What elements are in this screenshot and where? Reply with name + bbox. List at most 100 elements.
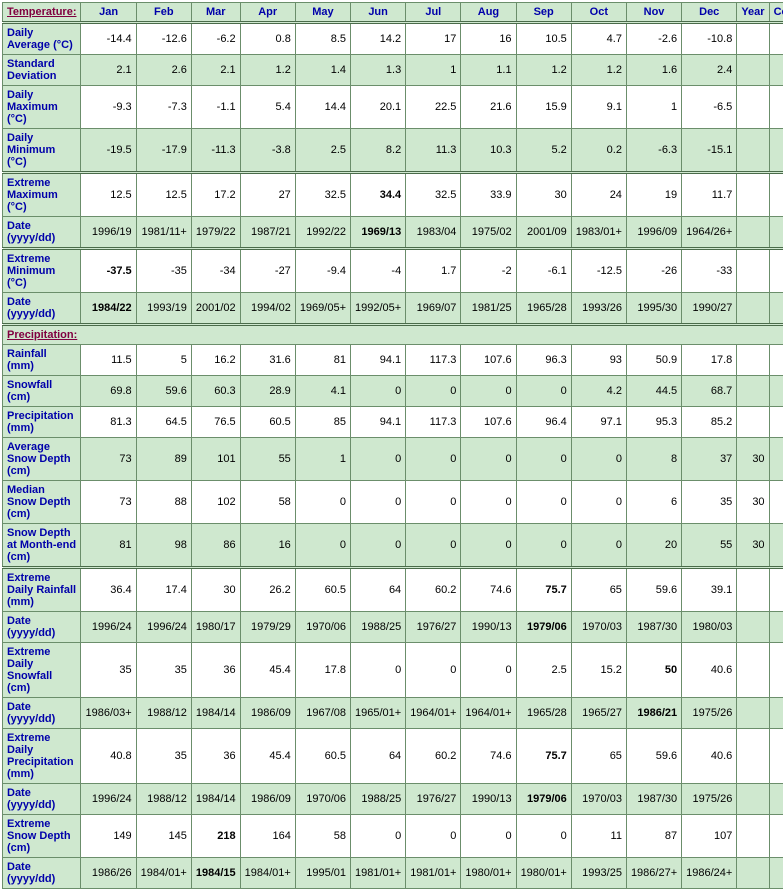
cell [737, 345, 769, 376]
cell: 28.9 [240, 376, 295, 407]
cell: -10.8 [682, 23, 737, 55]
cell: 1964/01+ [406, 698, 461, 729]
cell: -9.4 [295, 249, 350, 293]
cell: 1992/22 [295, 217, 350, 249]
cell: 1984/01+ [240, 858, 295, 889]
cell: 1964/26+ [682, 217, 737, 249]
cell [769, 858, 783, 889]
cell: 36 [191, 643, 240, 698]
cell: 32.5 [295, 173, 350, 217]
col-feb: Feb [136, 3, 191, 23]
cell: 32.5 [406, 173, 461, 217]
cell: 1981/01+ [406, 858, 461, 889]
cell: A [769, 345, 783, 376]
cell: 1980/03 [682, 612, 737, 643]
cell: 44.5 [626, 376, 681, 407]
cell [737, 23, 769, 55]
cell: 1986/09 [240, 784, 295, 815]
cell: 0 [295, 524, 350, 568]
cell: 64.5 [136, 407, 191, 438]
cell: 34.4 [351, 173, 406, 217]
cell: 1992/05+ [351, 293, 406, 325]
cell [769, 293, 783, 325]
cell: -2 [461, 249, 516, 293]
cell: 45.4 [240, 643, 295, 698]
cell: 2.6 [136, 55, 191, 86]
cell: 11.5 [81, 345, 136, 376]
table-row: Date (yyyy/dd)1996/241996/241980/171979/… [3, 612, 783, 643]
cell: 2.1 [191, 55, 240, 86]
cell: 30 [516, 173, 571, 217]
cell: 1986/09 [240, 698, 295, 729]
table-row: Precipitation (mm)81.364.576.560.58594.1… [3, 407, 783, 438]
cell: 35 [682, 481, 737, 524]
cell: 81.3 [81, 407, 136, 438]
cell: 59.6 [136, 376, 191, 407]
cell: 20.1 [351, 86, 406, 129]
col-code: Code [769, 3, 783, 23]
cell: 15.2 [571, 643, 626, 698]
cell: 1 [406, 55, 461, 86]
cell: 60.2 [406, 568, 461, 612]
cell: 31.6 [240, 345, 295, 376]
section-precipitation: Precipitation: [3, 325, 783, 345]
cell: 1981/01+ [351, 858, 406, 889]
cell: 1979/29 [240, 612, 295, 643]
cell: 1990/13 [461, 612, 516, 643]
cell: 58 [295, 815, 350, 858]
cell: 5.2 [516, 129, 571, 173]
cell: 1965/28 [516, 293, 571, 325]
cell: -1.1 [191, 86, 240, 129]
cell: 30 [737, 438, 769, 481]
cell: 26.2 [240, 568, 295, 612]
cell: 0 [516, 481, 571, 524]
cell: 0 [351, 815, 406, 858]
cell: 1994/02 [240, 293, 295, 325]
cell: 74.6 [461, 729, 516, 784]
cell: 1986/27+ [626, 858, 681, 889]
cell: 1980/01+ [461, 858, 516, 889]
cell: 76.5 [191, 407, 240, 438]
table-row: Precipitation: [3, 325, 783, 345]
cell: 5.4 [240, 86, 295, 129]
cell: 1988/12 [136, 698, 191, 729]
row-label: Date (yyyy/dd) [3, 698, 81, 729]
cell: 1.3 [351, 55, 406, 86]
cell: 35 [136, 729, 191, 784]
cell: 1975/26 [682, 784, 737, 815]
cell [737, 249, 769, 293]
cell: 1970/06 [295, 784, 350, 815]
cell: 12.5 [81, 173, 136, 217]
cell: 0 [406, 643, 461, 698]
cell: 1975/02 [461, 217, 516, 249]
cell: 0 [516, 376, 571, 407]
cell: 1970/03 [571, 612, 626, 643]
cell: 1965/28 [516, 698, 571, 729]
cell [737, 612, 769, 643]
col-sep: Sep [516, 3, 571, 23]
cell: 0 [571, 438, 626, 481]
table-row: Extreme Daily Snowfall (cm)35353645.417.… [3, 643, 783, 698]
cell: 17.4 [136, 568, 191, 612]
cell: 1.2 [571, 55, 626, 86]
cell: 164 [240, 815, 295, 858]
cell: 1993/19 [136, 293, 191, 325]
cell: 15.9 [516, 86, 571, 129]
cell: -37.5 [81, 249, 136, 293]
cell: 8.2 [351, 129, 406, 173]
cell: 0.8 [240, 23, 295, 55]
cell: 1969/13 [351, 217, 406, 249]
col-dec: Dec [682, 3, 737, 23]
table-row: Extreme Daily Precipitation (mm)40.83536… [3, 729, 783, 784]
cell [769, 815, 783, 858]
cell: 11.3 [406, 129, 461, 173]
cell: -3.8 [240, 129, 295, 173]
cell: 87 [626, 815, 681, 858]
cell: 1.2 [516, 55, 571, 86]
cell: -6.2 [191, 23, 240, 55]
cell: 1990/27 [682, 293, 737, 325]
cell [737, 293, 769, 325]
cell: 65 [571, 568, 626, 612]
table-row: Daily Maximum (°C)-9.3-7.3-1.15.414.420.… [3, 86, 783, 129]
cell [769, 784, 783, 815]
